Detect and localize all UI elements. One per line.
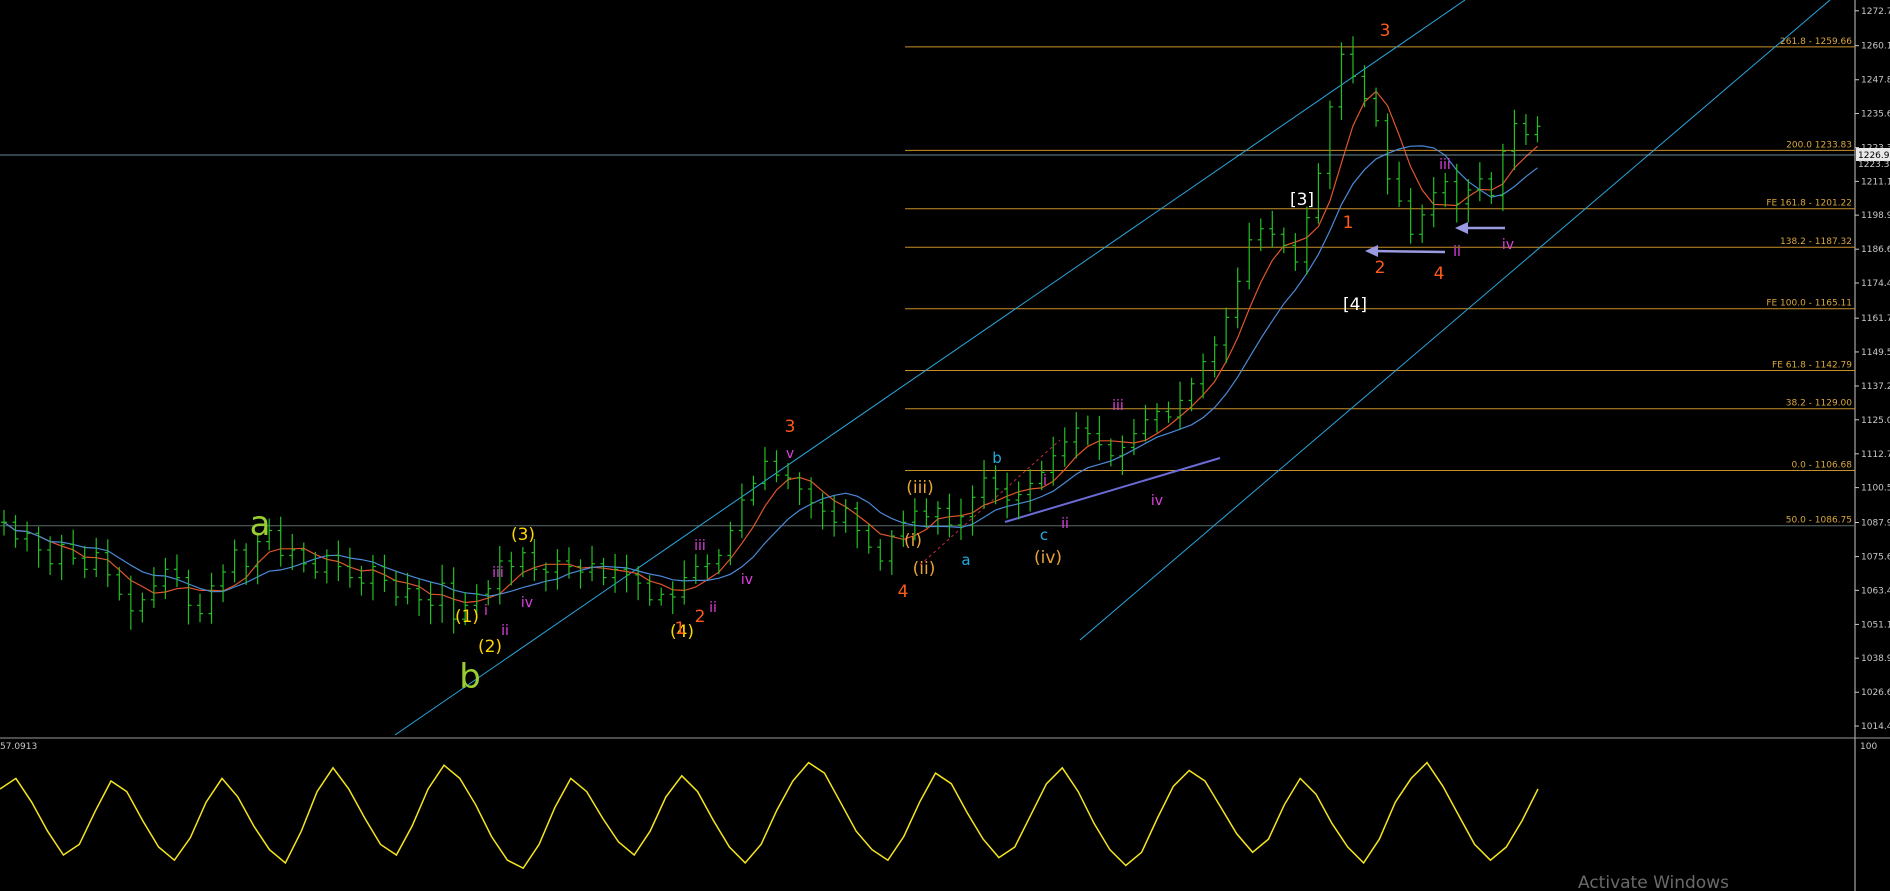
y-axis: 1272.7 1260.1 1247.8 1235.6 1223.3 1211.1 1198… [1855,7,1890,732]
oscillator-max-label: 100 [1860,742,1877,752]
y-tick-label: 1247.8 [1861,76,1890,86]
wave-label: (ii) [913,559,936,579]
y-tick-label: 1272.7 [1861,7,1890,17]
ma-red-line [3,90,1538,604]
price-bars [1,36,1541,634]
wave-label: (1) [455,607,479,627]
wave-label: 1 [1343,213,1354,233]
moving-averages [3,90,1538,604]
fibonacci-levels: 261.8 - 1259.66 200.0 1233.83 FE 161.8 - 1… [0,37,1855,527]
fib-level-label: 50.0 - 1086.75 [1786,516,1852,526]
wave-label: i [484,603,488,619]
wave-label: iv [1151,493,1163,509]
wave-label: i [1043,473,1047,489]
wave-label: (i) [904,531,922,551]
y-tick-label: 1026.6 [1861,688,1890,698]
wave-label: ii [709,600,717,616]
fib-level-label: 0.0 - 1106.68 [1792,461,1853,471]
wave-label: v [786,446,794,462]
lower-channel-line [1079,0,1831,641]
wave-label: iii [1439,157,1451,173]
wave-label: iv [1502,237,1514,253]
ma-blue-line [3,145,1538,597]
support-line [1004,457,1221,523]
wave-label: b [459,657,481,697]
activate-windows-watermark: Activate Windows [1578,873,1729,891]
current-price-box [1856,148,1890,161]
wave-label: 4 [898,582,909,602]
y-tick-label: 1125.0 [1861,416,1890,426]
dashed-trend-line [919,439,1061,566]
upper-channel-line [394,0,1466,736]
oscillator-value-label: 57.0913 [0,742,37,752]
trend-channels [394,0,1831,736]
fib-level-label: FE 161.8 - 1201.22 [1766,199,1852,209]
fib-level-label: 138.2 - 1187.32 [1780,237,1852,247]
wave-label: ii [1453,244,1461,260]
wave-label: 4 [1434,264,1445,284]
wave-label: b [992,449,1002,467]
arrow-left-1 [1369,249,1446,254]
y-tick-label: 1174.4 [1861,279,1890,289]
y-tick-label: 1038.9 [1861,654,1890,664]
fib-level-label: FE 100.0 - 1165.11 [1766,299,1852,309]
wave-label: iii [1112,398,1124,414]
fib-level-label: FE 61.8 - 1142.79 [1772,361,1852,371]
wave-label: iv [741,572,753,588]
y-tick-label: 1051.1 [1861,620,1890,630]
fib-level-label: 200.0 1233.83 [1786,140,1852,150]
fib-level-label: 261.8 - 1259.66 [1780,37,1852,47]
wave-label: 2 [695,607,706,627]
wave-label: a [250,504,271,544]
y-tick-label: 1014.4 [1861,722,1890,732]
y-tick-label: 1235.6 [1861,110,1890,120]
arrow-head-1 [1365,245,1378,257]
y-tick-label: 1211.1 [1861,177,1890,187]
y-tick-label: 1161.7 [1861,314,1890,324]
y-tick-label: 1198.9 [1861,211,1890,221]
wave-label: (2) [478,637,502,657]
y-tick-label: 1100.5 [1861,484,1890,494]
y-tick-label: 1137.2 [1861,382,1890,392]
wave-label: 3 [785,417,796,437]
y-tick-label: 1260.1 [1861,42,1890,52]
wave-label: iii [492,565,504,581]
elliott-wave-labels: ab(1)(2)(3)(4)iiiiiiiviiiiiiv12v34(i)(ii… [250,21,1515,697]
wave-label: a [961,551,970,569]
wave-label: ii [1061,516,1069,532]
y-tick-label: 1087.9 [1861,519,1890,529]
wave-label: 2 [1375,258,1386,278]
fib-level-label: 38.2 - 1129.00 [1786,399,1852,409]
y-tick-label: 1186.6 [1861,245,1890,255]
price-level-marker: 1223.3 [1858,160,1890,170]
wave-label: iv [521,595,533,611]
arrow-head-2 [1455,222,1468,234]
y-tick-label: 1063.4 [1861,586,1890,596]
wave-label: (4) [670,622,694,642]
wave-label: (iv) [1034,548,1062,568]
wave-label: ii [501,623,509,639]
wave-label: [3] [1290,190,1314,210]
y-tick-label: 1075.6 [1861,553,1890,563]
wave-label: 1 [675,619,686,639]
wave-label: iii [694,538,706,554]
wave-label: (iii) [906,478,933,498]
wave-label: 3 [1380,21,1391,41]
wave-label: [4] [1343,295,1367,315]
current-price-label: 1226.9 [1858,151,1890,161]
y-tick-label: 1149.5 [1861,348,1890,358]
oscillator-line [0,761,1539,870]
wave-label: (3) [511,525,535,545]
wave-label: c [1040,526,1048,544]
y-tick-label: 1112.7 [1861,450,1890,460]
